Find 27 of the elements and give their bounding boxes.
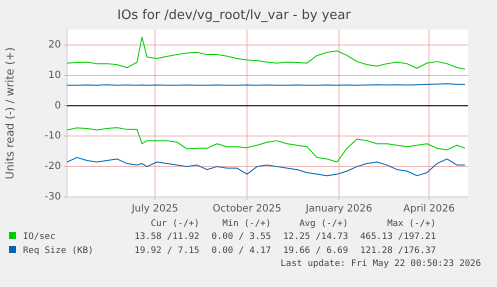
legend-label: Req Size (KB) — [22, 245, 94, 258]
text: 19.92 / 7.15 — [133, 245, 200, 258]
y-axis-title: Units read (-) / write (+) — [3, 47, 16, 180]
text: Avg (-/+) — [298, 218, 350, 230]
x-tick-label: October 2025 — [212, 204, 282, 215]
text: 0.00 / 3.55 — [210, 231, 272, 244]
y-tick-label: -20 — [44, 161, 61, 172]
text: 121.28 /176.37 — [359, 245, 437, 258]
x-tick-label: July 2025 — [130, 204, 178, 215]
y-tick-label: 10 — [48, 70, 61, 81]
text: 12.25 /14.73 — [282, 231, 350, 244]
legend-label: IO/sec — [22, 231, 57, 244]
x-tick-label: April 2026 — [403, 204, 455, 215]
text: Min (-/+) — [221, 218, 272, 230]
text: 13.58 /11.92 — [133, 231, 200, 244]
x-tick-label: January 2026 — [304, 204, 372, 215]
y-tick-label: 20 — [48, 39, 61, 50]
text: 0.00 / 4.17 — [210, 245, 272, 258]
y-tick-label: 0 — [54, 100, 61, 112]
y-tick-label: -10 — [44, 130, 61, 142]
text: Max (-/+) — [386, 218, 437, 230]
text: 19.66 / 6.69 — [282, 245, 350, 258]
text: Cur (-/+) — [150, 218, 200, 230]
text: Last update: Fri May 22 00:50:23 2026 — [280, 258, 481, 270]
text: 465.13 /197.21 — [359, 231, 437, 244]
y-tick-label: -30 — [44, 192, 61, 203]
chart-title: IOs for /dev/vg_root/lv_var - by year — [117, 8, 352, 24]
